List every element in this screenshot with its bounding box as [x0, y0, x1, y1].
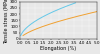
Composite 3D fabrics: [22, 35, 24, 36]
Composite 2D fabrics: [54, 11, 55, 12]
Composite 2D fabrics: [20, 35, 21, 36]
Composite 2D fabrics: [70, 4, 71, 5]
Composite 3D fabrics: [90, 13, 91, 14]
X-axis label: Elongation (%): Elongation (%): [40, 46, 77, 51]
Composite 3D fabrics: [68, 18, 69, 19]
Y-axis label: Tensile stress (MPa): Tensile stress (MPa): [4, 0, 9, 44]
Composite 3D fabrics: [23, 35, 24, 36]
Composite 3D fabrics: [85, 14, 86, 15]
Line: Composite 3D fabrics: Composite 3D fabrics: [23, 12, 97, 36]
Line: Composite 2D fabrics: Composite 2D fabrics: [21, 3, 75, 35]
Composite 2D fabrics: [52, 11, 54, 12]
Composite 3D fabrics: [96, 11, 98, 12]
Composite 2D fabrics: [53, 11, 54, 12]
